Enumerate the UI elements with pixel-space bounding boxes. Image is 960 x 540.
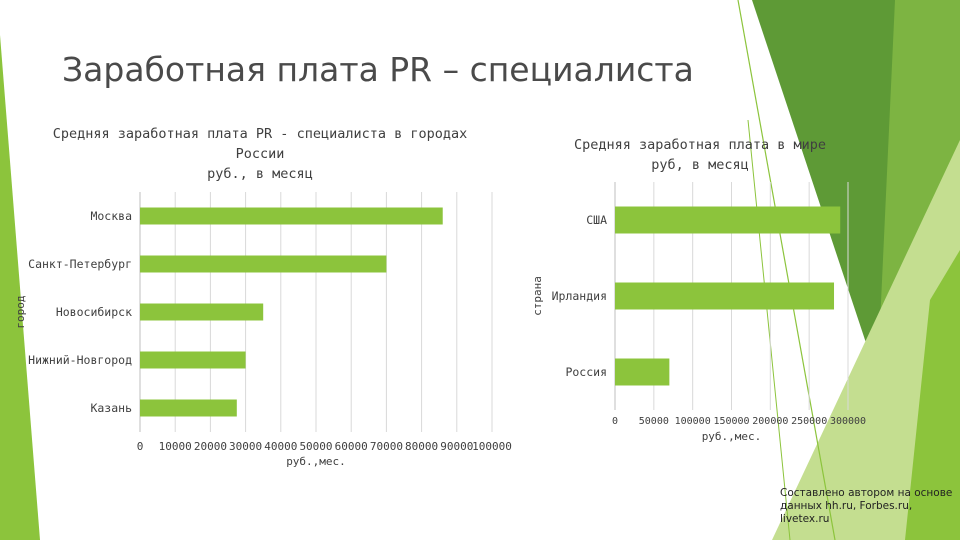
chart2-category-label: Россия [565, 365, 607, 379]
chart2-x-tick-label: 250000 [791, 416, 827, 427]
chart1-x-tick-label: 10000 [159, 440, 192, 453]
chart2-x-tick-label: 50000 [639, 416, 669, 427]
chart1-x-tick-label: 20000 [194, 440, 227, 453]
chart2-x-tick-label: 200000 [752, 416, 788, 427]
slide-title: Заработная плата PR – специалиста [62, 50, 694, 89]
chart1-category-label: Новосибирск [56, 305, 132, 319]
chart1-category-label: Нижний-Новгород [28, 353, 132, 367]
chart1-title-line: руб., в месяц [207, 166, 313, 182]
chart1-x-tick-label: 40000 [264, 440, 297, 453]
chart2-title-line: Средняя заработная плата в мире [574, 137, 826, 153]
chart2-x-axis-title: руб.,мес. [702, 430, 762, 443]
deco-accent-triangle [905, 250, 960, 540]
chart1-bar [140, 351, 246, 369]
chart2-bar [615, 282, 835, 310]
chart1-x-axis-title: руб.,мес. [286, 455, 346, 468]
chart1-x-tick-label: 70000 [370, 440, 403, 453]
chart1-x-tick-label: 30000 [229, 440, 262, 453]
chart2-x-tick-label: 150000 [713, 416, 749, 427]
chart1-title-line: Средняя заработная плата PR - специалист… [52, 126, 468, 142]
source-note: Составлено автором на основе данных hh.r… [780, 487, 952, 526]
chart1-x-tick-label: 80000 [405, 440, 438, 453]
chart2-bar [615, 358, 670, 386]
deco-left-triangle [0, 35, 40, 540]
deco-light-triangle [772, 140, 960, 540]
deco-thin-line [747, 119, 791, 540]
chart1-bar [140, 399, 237, 417]
chart2-y-axis-title: страна [531, 276, 544, 316]
deco-thin-line [737, 0, 836, 540]
chart1-bar [140, 207, 443, 225]
chart2-bar [615, 206, 841, 234]
chart2-title-line: руб, в месяц [651, 157, 749, 173]
chart2-x-tick-label: 100000 [675, 416, 711, 427]
chart1-bar [140, 303, 264, 321]
chart2-category-label: Ирландия [552, 289, 607, 303]
source-line: Составлено автором на основе [780, 487, 953, 499]
source-line: livetex.ru [780, 513, 830, 525]
chart1-x-tick-label: 50000 [299, 440, 332, 453]
chart1-x-tick-label: 100000 [472, 440, 512, 453]
chart1-category-label: Москва [90, 209, 132, 223]
chart2-x-tick-label: 0 [612, 416, 618, 427]
source-line: данных hh.ru, Forbes.ru, [780, 500, 913, 512]
chart1-title: Средняя заработная плата PR - специалист… [40, 124, 480, 184]
chart2-x-tick-label: 300000 [830, 416, 866, 427]
chart1-x-tick-label: 90000 [440, 440, 473, 453]
chart1-title-line: России [235, 146, 285, 162]
chart1-x-tick-label: 0 [137, 440, 144, 453]
chart1-x-tick-label: 60000 [335, 440, 368, 453]
chart2-title: Средняя заработная плата в мире руб, в м… [560, 135, 840, 175]
chart1-y-axis-title: город [14, 295, 27, 328]
chart1-bar [140, 255, 387, 273]
chart1-category-label: Казань [90, 401, 132, 415]
chart2-category-label: США [586, 213, 607, 227]
chart1-category-label: Санкт-Петербург [28, 257, 132, 271]
